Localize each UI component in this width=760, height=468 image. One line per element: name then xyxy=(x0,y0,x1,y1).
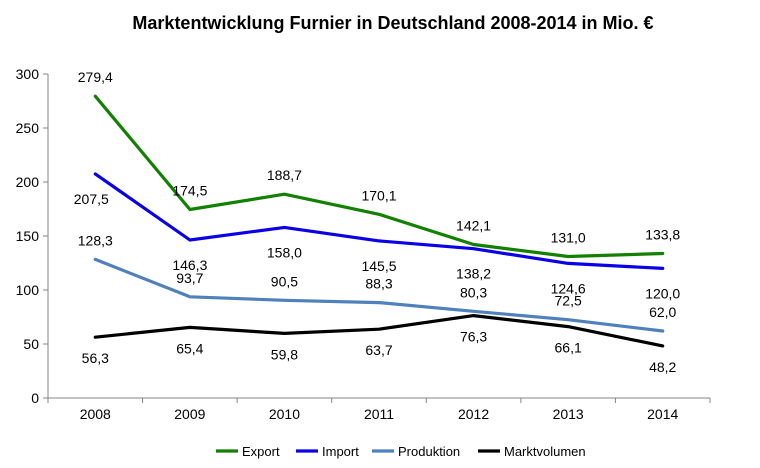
data-label-import: 207,5 xyxy=(74,191,109,207)
y-tick-label: 0 xyxy=(31,390,39,406)
data-label-marktvolumen: 59,8 xyxy=(271,346,298,362)
y-tick-label: 150 xyxy=(16,228,40,244)
series-line-marktvolumen xyxy=(93,314,665,348)
legend-label: Marktvolumen xyxy=(504,444,586,459)
series-line-export xyxy=(93,94,665,259)
legend-item-export: Export xyxy=(216,444,280,459)
data-label-produktion: 80,3 xyxy=(460,284,487,300)
data-labels: 279,4 174,5 188,7 170,1 142,1 131,0 133,8 207,5… xyxy=(74,69,681,375)
legend-item-import: Import xyxy=(296,444,359,459)
data-label-export: 174,5 xyxy=(172,183,207,199)
x-tick-label: 2008 xyxy=(80,406,111,422)
legend-label: Import xyxy=(322,444,359,459)
data-label-marktvolumen: 65,4 xyxy=(176,340,203,356)
data-label-export: 188,7 xyxy=(267,167,302,183)
y-tick-label: 50 xyxy=(23,336,39,352)
series-line-import xyxy=(93,172,665,270)
data-label-produktion: 93,7 xyxy=(176,270,203,286)
data-label-export: 170,1 xyxy=(361,187,396,203)
data-label-marktvolumen: 66,1 xyxy=(555,340,582,356)
data-label-import: 120,0 xyxy=(645,285,680,301)
data-label-marktvolumen: 76,3 xyxy=(460,329,487,345)
legend-item-marktvolumen: Marktvolumen xyxy=(478,444,586,459)
data-label-produktion: 62,0 xyxy=(649,304,676,320)
data-label-export: 279,4 xyxy=(78,69,113,85)
data-label-import: 158,0 xyxy=(267,244,302,260)
data-label-import: 146,3 xyxy=(172,257,207,273)
x-tick-label: 2010 xyxy=(269,406,300,422)
data-label-produktion: 72,5 xyxy=(555,293,582,309)
data-label-marktvolumen: 56,3 xyxy=(82,350,109,366)
x-tick-label: 2013 xyxy=(553,406,584,422)
legend: Export Import Produktion Marktvolumen xyxy=(216,444,586,459)
data-label-produktion: 88,3 xyxy=(365,276,392,292)
series-lines xyxy=(93,94,665,348)
y-tick-label: 200 xyxy=(16,174,40,190)
data-label-export: 131,0 xyxy=(551,230,586,246)
data-label-import: 138,2 xyxy=(456,266,491,282)
x-tick-label: 2009 xyxy=(174,406,205,422)
chart-title: Marktentwicklung Furnier in Deutschland … xyxy=(132,13,653,33)
legend-item-produktion: Produktion xyxy=(372,444,460,459)
x-tick-label: 2011 xyxy=(364,406,394,422)
y-tick-label: 300 xyxy=(16,66,40,82)
x-tick-label: 2012 xyxy=(458,406,489,422)
data-label-export: 133,8 xyxy=(645,226,680,242)
data-label-produktion: 90,5 xyxy=(271,273,298,289)
x-tick-label: 2014 xyxy=(647,406,678,422)
data-label-marktvolumen: 48,2 xyxy=(649,359,676,375)
data-label-import: 124,6 xyxy=(551,280,586,296)
y-tick-label: 100 xyxy=(16,282,40,298)
legend-label: Produktion xyxy=(398,444,460,459)
series-line-produktion xyxy=(93,257,665,333)
data-label-import: 145,5 xyxy=(361,258,396,274)
data-label-marktvolumen: 63,7 xyxy=(365,342,392,358)
data-label-export: 142,1 xyxy=(456,218,491,234)
data-label-produktion: 128,3 xyxy=(78,232,113,248)
axes: 0 50 100 150 200 250 300 2008 2009 2010 2011 2012 20… xyxy=(16,66,711,422)
legend-label: Export xyxy=(242,444,280,459)
y-tick-label: 250 xyxy=(16,120,40,136)
